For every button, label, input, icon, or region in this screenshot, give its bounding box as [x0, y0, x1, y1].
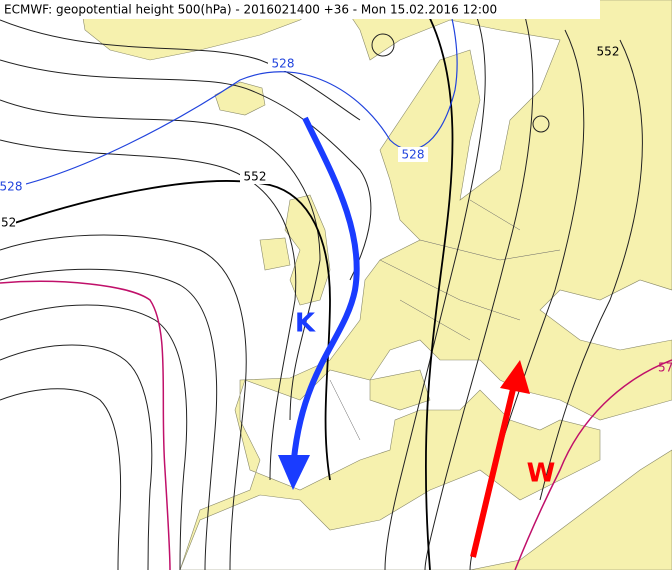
- contour-528: [0, 9, 458, 191]
- cold-arrow-label: K: [295, 309, 316, 339]
- title-bg: [0, 0, 600, 19]
- warm-arrowhead: [500, 360, 530, 394]
- label-bg: [240, 169, 270, 184]
- cold-arrow: [290, 116, 360, 471]
- label-bg: [0, 179, 26, 194]
- label-bg: [398, 147, 428, 162]
- contour-576-east: [514, 359, 672, 570]
- label-bg: [0, 215, 16, 230]
- contour-label: 528: [0, 180, 22, 194]
- cold-arrowhead: [278, 455, 310, 490]
- contour-label: 552: [597, 45, 620, 59]
- label-bg: [268, 56, 298, 71]
- map-title: ECMWF: geopotential height 500(hPa) - 20…: [4, 3, 497, 17]
- land: [79, 0, 672, 570]
- contour-label: 552: [244, 170, 267, 184]
- contour-576: [0, 280, 171, 570]
- warm-arrow: [470, 384, 517, 558]
- contour-label: 528: [272, 57, 295, 71]
- contour-552: [0, 180, 331, 481]
- contour-labels: 528 528 528 552 552 52 57: [0, 45, 672, 375]
- contour-label: 57: [658, 361, 672, 375]
- contour-552-east: [419, 0, 454, 570]
- contour-label: 528: [402, 148, 425, 162]
- warm-arrow-label: W: [527, 459, 556, 489]
- contour-label: 52: [1, 216, 16, 230]
